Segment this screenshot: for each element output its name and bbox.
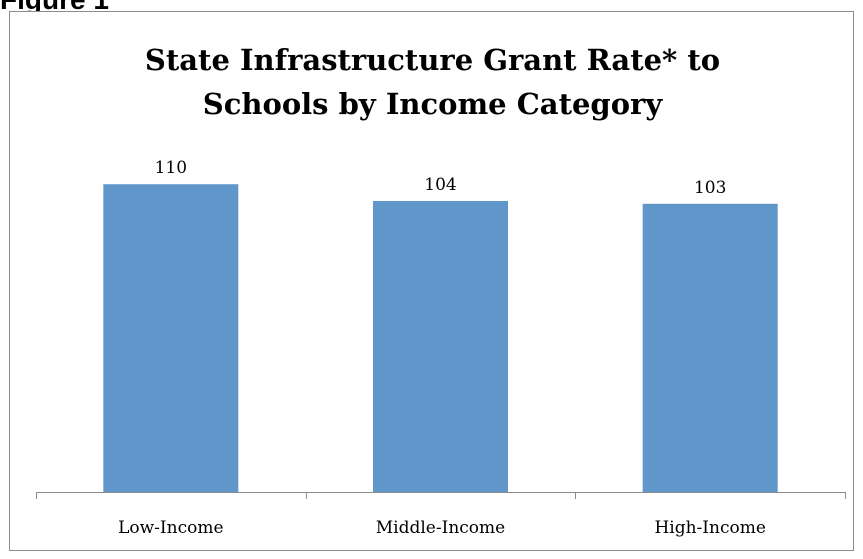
bar-high-income xyxy=(642,203,778,492)
x-tick-label-middle-income: Middle-Income xyxy=(376,518,505,538)
figure-label: Figure 1 xyxy=(0,0,109,14)
bar-low-income xyxy=(103,184,239,492)
x-tick-label-high-income: High-Income xyxy=(654,518,765,538)
bar-chart: 110 Low-Income 104 Middle-Income 103 High-Inc… xyxy=(36,158,846,538)
bar-middle-income xyxy=(373,201,508,492)
chart-title-line-2: Schools by Income Category xyxy=(202,87,663,121)
chart-title: State Infrastructure Grant Rate* to Scho… xyxy=(10,38,855,126)
chart-title-line-1: State Infrastructure Grant Rate* to xyxy=(144,43,721,77)
chart-frame: State Infrastructure Grant Rate* to Scho… xyxy=(9,11,854,551)
data-label-high-income: 103 xyxy=(694,178,726,198)
x-tick-label-low-income: Low-Income xyxy=(118,518,223,538)
data-label-low-income: 110 xyxy=(155,158,187,178)
data-label-middle-income: 104 xyxy=(424,175,456,195)
